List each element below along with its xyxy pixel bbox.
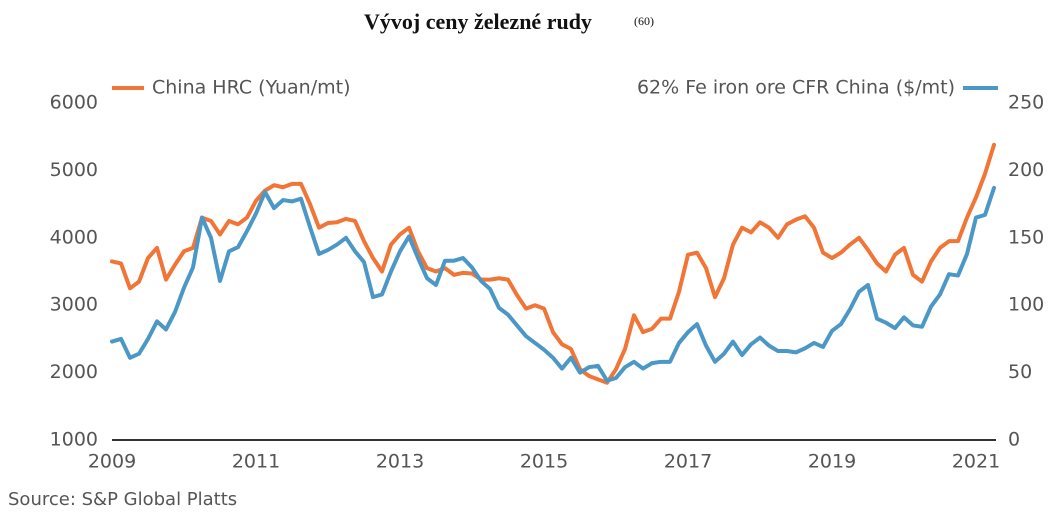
series-line: [110, 185, 996, 383]
x-tick-label: 2019: [808, 451, 856, 473]
y-tick-label: 1000: [50, 429, 98, 451]
legend-label: 62% Fe iron ore CFR China ($/mt): [637, 77, 955, 99]
title-note: (60): [634, 14, 654, 28]
y2-tick-label: 250: [1008, 92, 1044, 114]
y2-tick-label: 100: [1008, 294, 1044, 316]
series-line: [110, 142, 996, 385]
y2-tick-label: 200: [1008, 159, 1044, 181]
x-tick-label: 2017: [664, 451, 712, 473]
x-tick-label: 2009: [88, 451, 136, 473]
y2-tick-label: 0: [1008, 429, 1020, 451]
legend-label: China HRC (Yuan/mt): [152, 77, 351, 99]
source: Source: S&P Global Platts: [8, 489, 237, 510]
x-tick-label: 2015: [520, 451, 568, 473]
y-tick-label: 5000: [50, 159, 98, 181]
x-tick-label: 2021: [952, 451, 1000, 473]
chart-title: Vývoj ceny železné rudy: [364, 9, 592, 34]
y-tick-label: 2000: [50, 361, 98, 383]
y-tick-label: 4000: [50, 226, 98, 248]
x-tick-label: 2011: [232, 451, 280, 473]
y2-tick-label: 150: [1008, 226, 1044, 248]
y-tick-label: 3000: [50, 294, 98, 316]
x-tick-label: 2013: [376, 451, 424, 473]
y2-tick-label: 50: [1008, 361, 1032, 383]
y-tick-label: 6000: [50, 92, 98, 114]
